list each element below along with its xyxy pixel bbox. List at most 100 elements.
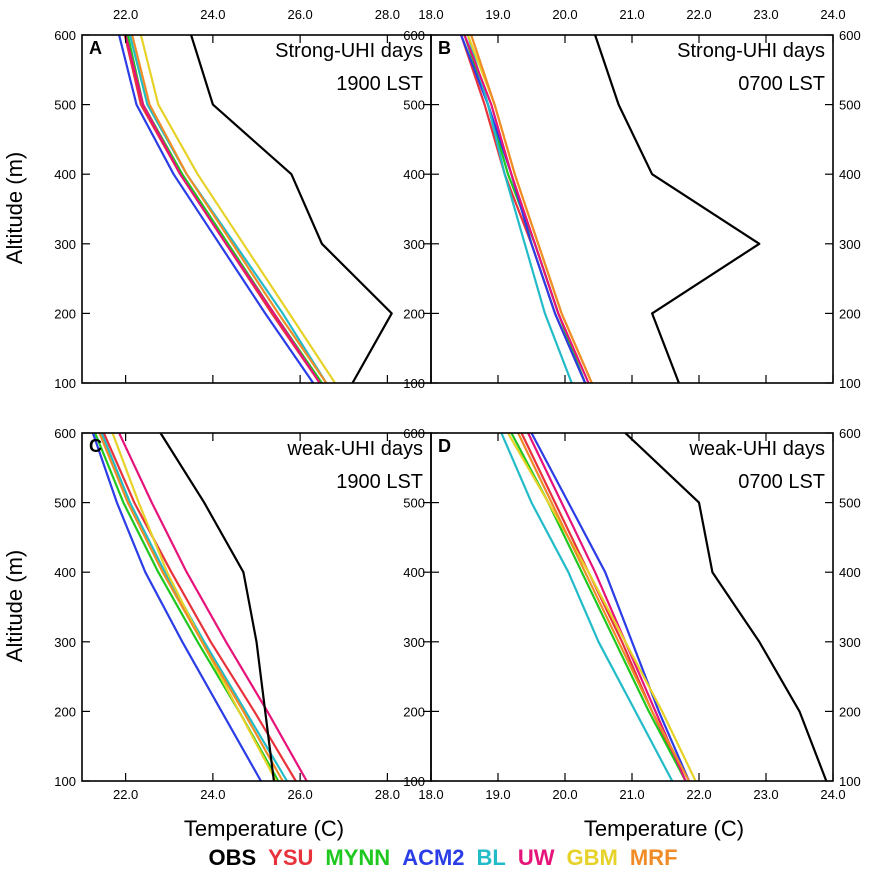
y-tick-label: 600 — [54, 28, 76, 43]
y-tick-label: 200 — [403, 704, 425, 719]
y-tick-label: 400 — [403, 565, 425, 580]
y-tick-label: 600 — [54, 426, 76, 441]
y-axis-title-top: Altitude (m) — [2, 152, 27, 264]
x-tick-label: 28.0 — [375, 787, 400, 802]
series-acm2-line — [118, 34, 315, 384]
y-tick-label: 500 — [839, 98, 861, 113]
x-tick-label: 22.0 — [686, 787, 711, 802]
series-bl-line — [500, 432, 674, 782]
x-tick-label: 24.0 — [820, 7, 845, 22]
series-obs-line — [159, 432, 275, 782]
x-tick-label: 18.0 — [418, 7, 443, 22]
y-axis-title-bottom: Altitude (m) — [2, 550, 27, 662]
x-tick-label: 24.0 — [820, 787, 845, 802]
x-axis-title-left: Temperature (C) — [184, 816, 344, 841]
y-tick-label: 300 — [403, 635, 425, 650]
y-tick-label: 300 — [403, 237, 425, 252]
series-mrf-line — [131, 34, 328, 384]
x-tick-label: 18.0 — [418, 787, 443, 802]
series-obs-line — [624, 432, 828, 782]
y-tick-label: 100 — [54, 376, 76, 391]
y-tick-label: 600 — [403, 426, 425, 441]
y-tick-label: 500 — [54, 496, 76, 511]
panel-a: 22.0 24.0 26.0 28.0 100 200 300 400 500 600 A Stron… — [54, 7, 432, 391]
x-tick-label: 22.0 — [113, 787, 138, 802]
y-tick-label: 200 — [403, 306, 425, 321]
panel-title-line2: 0700 LST — [738, 471, 825, 493]
panel-letter: D — [438, 436, 451, 456]
series-acm2-line — [91, 432, 262, 782]
panel-title-line1: weak-UHI days — [286, 438, 423, 460]
panel-letter: C — [89, 436, 102, 456]
x-tick-label: 23.0 — [753, 7, 778, 22]
legend-entry-acm2: ACM2 — [402, 845, 465, 870]
x-tick-label: 20.0 — [552, 787, 577, 802]
panel-title-line1: weak-UHI days — [688, 438, 825, 460]
series-gbm-line — [139, 34, 336, 384]
x-tick-label: 21.0 — [619, 7, 644, 22]
series-uw-line — [463, 34, 590, 384]
y-tick-label: 100 — [839, 774, 861, 789]
x-tick-label: 23.0 — [753, 787, 778, 802]
series-acm2-line — [530, 432, 691, 782]
x-tick-label: 28.0 — [375, 7, 400, 22]
panel-title-line2: 1900 LST — [336, 471, 423, 493]
x-tick-label: 22.0 — [686, 7, 711, 22]
series-mrf-line — [470, 34, 593, 384]
y-tick-label: 500 — [403, 98, 425, 113]
y-tick-label: 300 — [839, 635, 861, 650]
x-tick-label: 26.0 — [287, 7, 312, 22]
series-obs-line — [190, 34, 393, 384]
series-mrf-line — [98, 432, 284, 782]
y-tick-label: 500 — [839, 496, 861, 511]
series-gbm-line — [507, 432, 697, 782]
series-gbm-line — [111, 432, 278, 782]
y-tick-label: 300 — [54, 635, 76, 650]
x-tick-label: 24.0 — [200, 787, 225, 802]
y-tick-label: 400 — [54, 167, 76, 182]
x-tick-label: 26.0 — [287, 787, 312, 802]
y-tick-label: 400 — [54, 565, 76, 580]
y-tick-label: 400 — [839, 565, 861, 580]
legend-entry-uw: UW — [517, 845, 555, 870]
panel-title-line1: Strong-UHI days — [275, 40, 423, 62]
x-tick-label: 19.0 — [485, 7, 510, 22]
panel-b: 18.0 19.0 20.0 21.0 22.0 23.0 24.0 100 100 200 200… — [403, 7, 860, 391]
panel-title-line1: Strong-UHI days — [677, 40, 825, 62]
panel-letter: B — [438, 38, 451, 58]
series-uw-line — [124, 34, 321, 384]
x-tick-label: 20.0 — [552, 7, 577, 22]
x-tick-label: 24.0 — [200, 7, 225, 22]
y-tick-label: 600 — [839, 28, 861, 43]
series-bl-line — [466, 34, 573, 384]
y-tick-label: 100 — [403, 774, 425, 789]
x-tick-label: 21.0 — [619, 787, 644, 802]
y-tick-label: 500 — [54, 98, 76, 113]
series-mrf-line — [517, 432, 690, 782]
y-tick-label: 100 — [403, 376, 425, 391]
y-tick-label: 500 — [403, 496, 425, 511]
y-tick-label: 600 — [403, 28, 425, 43]
series-ysu-line — [102, 432, 297, 782]
y-tick-label: 100 — [839, 376, 861, 391]
series-gbm-line — [466, 34, 593, 384]
series-uw-line — [118, 432, 308, 782]
x-tick-label: 19.0 — [485, 787, 510, 802]
series-bl-line — [128, 34, 328, 384]
legend-entry-bl: BL — [476, 845, 506, 870]
y-tick-label: 200 — [839, 306, 861, 321]
legend-entry-obs: OBS — [208, 845, 257, 870]
panel-letter: A — [89, 38, 102, 58]
legend-entry-mrf: MRF — [629, 845, 678, 870]
y-tick-label: 200 — [54, 306, 76, 321]
y-tick-label: 600 — [839, 426, 861, 441]
y-tick-label: 400 — [403, 167, 425, 182]
panel-title-line2: 0700 LST — [738, 73, 825, 95]
legend-entry-ysu: YSU — [268, 845, 314, 870]
y-tick-label: 100 — [54, 774, 76, 789]
y-tick-label: 400 — [839, 167, 861, 182]
legend-entry-gbm: GBM — [566, 845, 618, 870]
